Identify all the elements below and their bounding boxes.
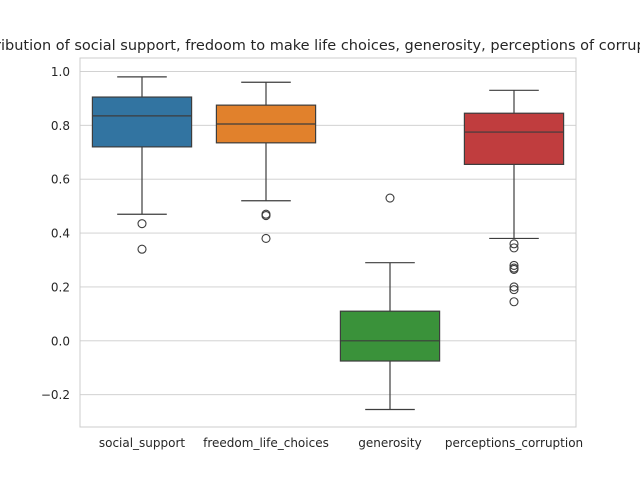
box-iqr xyxy=(463,112,565,165)
boxes xyxy=(91,76,565,411)
box-iqr xyxy=(339,310,441,362)
y-tick-label: −0.2 xyxy=(41,388,70,402)
x-tick-label: generosity xyxy=(358,436,421,450)
outlier-point xyxy=(261,233,271,244)
box-generosity xyxy=(339,193,441,411)
box-social_support xyxy=(91,76,193,254)
x-tick-label: perceptions_corruption xyxy=(445,436,583,450)
outlier-point xyxy=(509,264,519,274)
outlier-point xyxy=(509,285,519,295)
y-axis-ticks: −0.2 0.0 0.2 0.4 0.6 0.8 1.0 xyxy=(41,65,70,402)
y-tick-label: 1.0 xyxy=(51,65,70,79)
y-tick-label: 0.8 xyxy=(51,119,70,133)
y-tick-label: 0.0 xyxy=(51,334,70,348)
y-tick-label: 0.4 xyxy=(51,227,70,241)
outlier-point xyxy=(509,282,519,292)
y-tick-label: 0.2 xyxy=(51,280,70,294)
outlier-point xyxy=(137,219,147,229)
box-perceptions_corruption xyxy=(463,89,565,307)
x-tick-label: freedom_life_choices xyxy=(203,436,329,450)
chart-title: Distribution of social support, fredoom … xyxy=(0,38,640,54)
outlier-point xyxy=(137,244,147,254)
outlier-point xyxy=(509,260,519,270)
outlier-point xyxy=(509,243,519,253)
box-iqr xyxy=(91,96,193,148)
x-tick-label: social_support xyxy=(99,436,186,450)
box-freedom_life_choices xyxy=(215,81,317,244)
y-tick-label: 0.6 xyxy=(51,173,70,187)
outlier-point xyxy=(509,239,519,249)
x-axis-ticks: social_support freedom_life_choices genero… xyxy=(99,436,583,450)
outlier-point xyxy=(385,193,395,203)
outlier-point xyxy=(509,297,519,307)
outlier-point xyxy=(261,211,271,221)
